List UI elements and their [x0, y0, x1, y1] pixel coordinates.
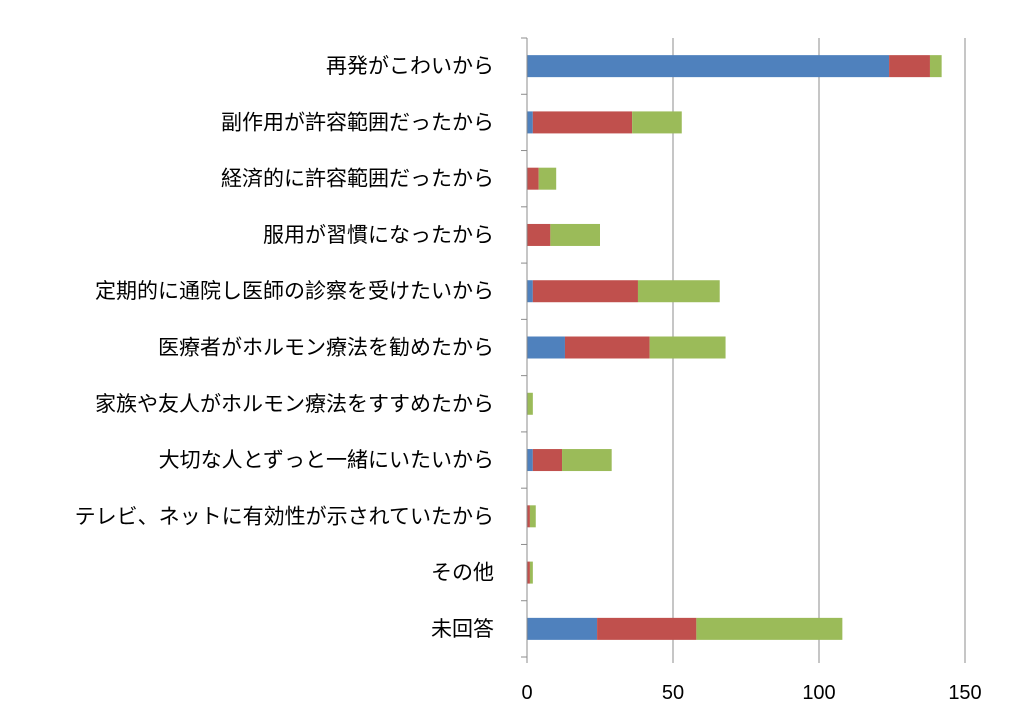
bar-segment-series-3	[929, 55, 942, 78]
category-label: 副作用が許容範囲だったから	[221, 110, 494, 134]
bar-segment-series-3	[632, 111, 682, 134]
x-tick-label: 0	[521, 682, 532, 704]
category-label: 服用が習慣になったから	[263, 223, 494, 247]
bar-segment-series-2	[527, 561, 530, 584]
category-label: 医療者がホルモン療法を勧めたから	[158, 336, 494, 360]
x-tick-labels: 0 50 100 150	[521, 682, 981, 704]
category-label: その他	[431, 561, 494, 585]
bar-segment-series-2	[532, 111, 633, 134]
category-label: 経済的に許容範囲だったから	[221, 167, 494, 191]
x-tick-label: 50	[662, 682, 684, 704]
bar-segment-series-1	[527, 617, 598, 640]
bar-segment-series-3	[529, 505, 536, 528]
bar-segment-series-3	[696, 617, 843, 640]
bar-segment-series-3	[527, 392, 533, 415]
x-tick-label: 100	[802, 682, 835, 704]
bar-segment-series-2	[527, 223, 551, 246]
bar-segment-series-2	[527, 505, 530, 528]
bar-segment-series-2	[532, 449, 563, 472]
bar-segment-series-1	[527, 280, 533, 303]
axes	[521, 37, 966, 663]
bar-segment-series-1	[527, 449, 533, 472]
bar-segment-series-2	[564, 336, 650, 359]
bar-segment-series-3	[538, 167, 557, 190]
x-tick-label: 150	[948, 682, 981, 704]
category-labels: 再発がこわいから副作用が許容範囲だったから経済的に許容範囲だったから服用が習慣に…	[75, 54, 494, 641]
bar-segment-series-2	[889, 55, 930, 78]
category-label: 再発がこわいから	[326, 54, 494, 78]
bar-segment-series-1	[527, 111, 533, 134]
bar-segment-series-1	[527, 55, 890, 78]
category-label: 未回答	[431, 617, 494, 641]
bars	[527, 55, 942, 640]
bar-segment-series-3	[529, 561, 533, 584]
category-label: 定期的に通院し医師の診察を受けたいから	[95, 279, 494, 303]
category-label: 家族や友人がホルモン療法をすすめたから	[95, 392, 494, 416]
category-label: 大切な人とずっと一緒にいたいから	[159, 448, 494, 472]
bar-segment-series-2	[527, 167, 539, 190]
bar-segment-series-3	[562, 449, 612, 472]
bar-segment-series-3	[637, 280, 720, 303]
bar-segment-series-1	[527, 336, 565, 359]
bar-segment-series-3	[649, 336, 726, 359]
category-label: テレビ、ネットに有効性が示されていたから	[75, 504, 494, 528]
bar-segment-series-3	[550, 223, 600, 246]
bar-segment-series-2	[532, 280, 638, 303]
bar-segment-series-2	[597, 617, 697, 640]
